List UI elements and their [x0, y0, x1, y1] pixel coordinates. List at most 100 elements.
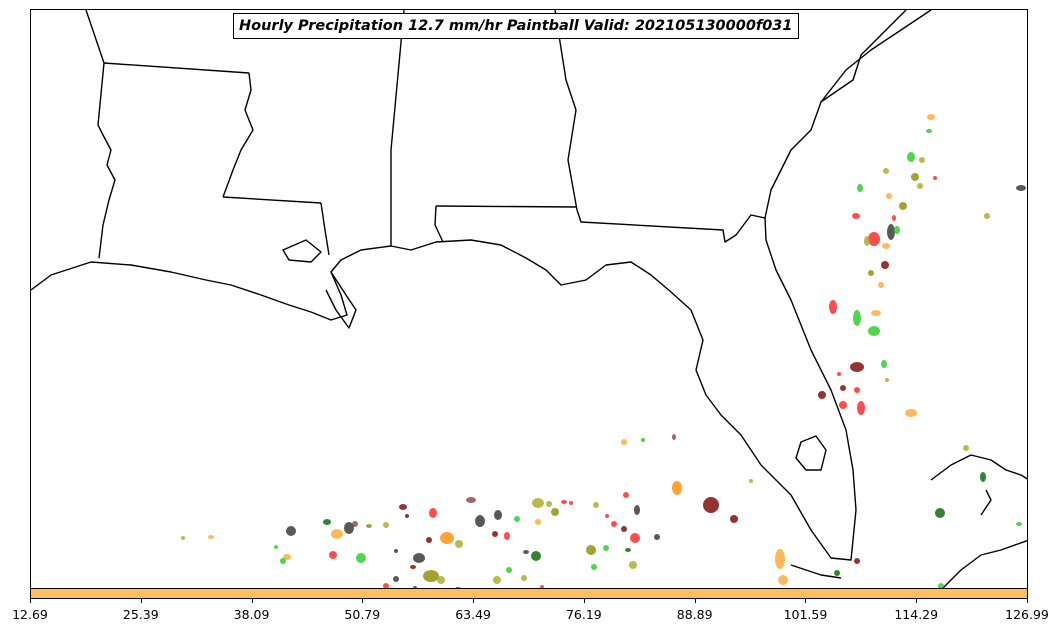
precipitation-blob	[331, 529, 343, 539]
precipitation-blob	[933, 176, 937, 180]
precipitation-blob	[703, 497, 719, 513]
precipitation-blob	[611, 521, 617, 527]
precipitation-blob	[344, 522, 354, 534]
precipitation-blob	[437, 576, 445, 584]
precipitation-blob	[850, 362, 864, 372]
precipitation-blob	[426, 537, 432, 543]
colorbar-tick-label: 101.59	[783, 607, 828, 622]
andros-outline	[980, 489, 992, 516]
precipitation-blob	[429, 508, 437, 518]
precipitation-blob	[882, 243, 890, 249]
precipitation-blob	[506, 567, 512, 573]
precipitation-blob	[280, 558, 286, 564]
bahamas-outline	[930, 454, 1027, 481]
map-title: Hourly Precipitation 12.7 mm/hr Paintbal…	[233, 13, 799, 39]
precipitation-blob	[885, 378, 889, 382]
precipitation-blob	[494, 510, 502, 520]
precipitation-blob	[984, 213, 990, 219]
precipitation-blob	[532, 498, 544, 508]
cuba-outline	[942, 539, 1027, 588]
precipitation-blob	[440, 532, 454, 544]
precipitation-blob	[883, 168, 889, 174]
precipitation-blob	[423, 570, 439, 582]
lake-okeechobee	[795, 435, 827, 471]
precipitation-blob	[672, 481, 682, 495]
colorbar-tick-label: 63.49	[455, 607, 492, 622]
precipitation-blob	[208, 535, 214, 539]
precipitation-blob	[871, 310, 881, 316]
precipitation-blob	[857, 184, 863, 192]
precipitation-blob	[475, 515, 485, 527]
colorbar-tick	[583, 599, 585, 603]
map-panel	[30, 9, 1028, 589]
precipitation-blob	[641, 438, 645, 442]
precipitation-blob	[621, 526, 627, 532]
precipitation-blob	[466, 497, 476, 503]
border-tx-la	[85, 10, 116, 259]
state-borders	[31, 10, 1027, 588]
precipitation-blob	[383, 583, 389, 588]
precipitation-blob	[963, 445, 969, 451]
precipitation-blob	[630, 533, 640, 543]
colorbar-tick	[30, 599, 31, 603]
precipitation-blob	[593, 502, 599, 508]
precipitation-blob	[775, 549, 785, 569]
colorbar-tick	[694, 599, 696, 603]
precipitation-blob	[1016, 522, 1022, 526]
colorbar-tick	[251, 599, 253, 603]
precipitation-blob	[905, 409, 917, 417]
precipitation-blob	[455, 540, 463, 548]
colorbar	[30, 588, 1028, 599]
border-ms-al	[390, 10, 405, 246]
precipitation-blob	[623, 492, 629, 498]
border-pearl-river	[320, 202, 330, 256]
colorbar-tick-label: 25.39	[122, 607, 159, 622]
precipitation-blob	[535, 519, 541, 525]
precipitation-blob	[629, 561, 637, 569]
precipitation-blob	[919, 157, 925, 163]
precipitation-blob	[405, 514, 409, 518]
precipitation-blob	[393, 576, 399, 582]
map-canvas	[31, 10, 1027, 588]
precipitation-blob	[894, 226, 900, 234]
precipitation-blob	[857, 401, 865, 415]
precipitation-blob	[840, 385, 846, 391]
precipitation-blob	[283, 554, 291, 560]
precipitation-blob	[938, 583, 944, 588]
precipitation-blob	[927, 114, 935, 120]
colorbar-tick	[916, 599, 918, 603]
precipitation-blob	[521, 575, 527, 581]
precipitation-blob	[493, 576, 501, 584]
precipitation-blob	[634, 505, 640, 515]
border-al-fl	[435, 205, 578, 208]
precipitation-blob	[455, 587, 461, 588]
precipitation-blob	[540, 585, 544, 588]
precipitation-blob	[730, 515, 738, 523]
precipitation-blob	[853, 310, 861, 326]
precipitation-blob	[514, 516, 520, 522]
precipitation-blob	[561, 500, 567, 504]
precipitation-blob	[366, 524, 372, 528]
precipitation-blob	[352, 521, 358, 527]
precipitation-blob	[868, 270, 874, 276]
colorbar-tick	[362, 599, 364, 603]
precipitation-blob	[323, 519, 331, 525]
precipitation-blob	[892, 215, 896, 221]
precipitation-blob	[886, 193, 892, 199]
colorbar-tick-label: 76.19	[565, 607, 602, 622]
precipitation-blob	[907, 152, 915, 162]
precipitation-blob	[492, 531, 498, 537]
precipitation-blob	[621, 439, 627, 445]
precipitation-blob	[546, 501, 552, 507]
precipitation-blob	[878, 282, 884, 288]
precipitation-blob	[854, 387, 860, 393]
precipitation-blob	[551, 508, 559, 516]
colorbar-tick	[1027, 599, 1028, 603]
colorbar-tick-label: 126.99	[1005, 607, 1049, 622]
coastline	[31, 10, 932, 561]
precipitation-blob	[917, 183, 923, 189]
precipitation-blob	[926, 129, 932, 133]
precipitation-blob	[672, 434, 676, 440]
precipitation-blob	[881, 261, 889, 269]
border-perdido	[434, 205, 444, 243]
